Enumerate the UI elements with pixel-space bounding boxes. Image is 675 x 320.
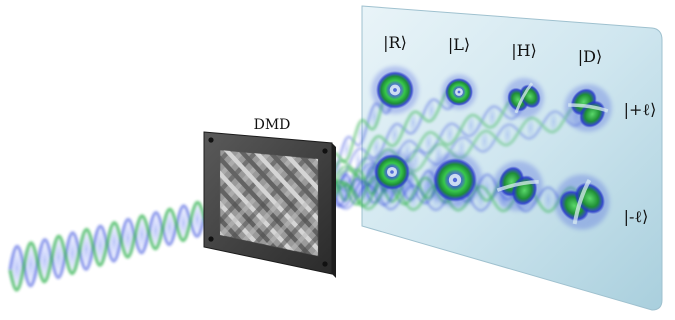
- dmd-band: [220, 150, 318, 256]
- profile-plus-d: [564, 84, 612, 132]
- profile-minus-l: [427, 152, 483, 208]
- profile-plus-r: [371, 66, 419, 114]
- beam-down-d-envelope: [407, 184, 419, 211]
- beam-up-h-envelope: [466, 115, 476, 136]
- profile-minus-h: [493, 161, 543, 211]
- beam-up-h-envelope: [487, 106, 497, 128]
- row-label-minus-l: |-ℓ⟩: [624, 207, 649, 226]
- dmd-band-cross: [284, 150, 318, 256]
- dmd-band-cross: [220, 150, 256, 256]
- column-label-h: |H⟩: [511, 41, 537, 60]
- profile-minus-d-node-line: [572, 179, 592, 225]
- dmd-frame-side: [332, 143, 336, 278]
- beam-down-d-envelope: [340, 183, 352, 210]
- dmd-band: [220, 150, 270, 256]
- profile-minus-l-center: [452, 177, 458, 183]
- dmd-screw-br: [322, 261, 328, 267]
- dmd-band-cross: [220, 150, 270, 256]
- beam-up-d-envelope: [480, 130, 489, 152]
- profile-plus-d-node-line: [568, 103, 609, 113]
- projection-screen: [361, 5, 663, 311]
- beam-up-h-envelope: [445, 123, 455, 145]
- profile-minus-r-center: [390, 170, 394, 174]
- profile-minus-r: [369, 149, 415, 195]
- dmd-band: [220, 150, 298, 256]
- dmd-grating-pattern: [220, 150, 318, 256]
- profile-minus-d: [554, 174, 610, 230]
- column-label-l: |L⟩: [448, 35, 470, 54]
- dmd-band-cross: [270, 150, 318, 256]
- beam-up-d-envelope: [549, 111, 558, 133]
- dmd-band: [220, 150, 312, 256]
- dmd-band: [242, 150, 318, 256]
- dmd-label: DMD: [254, 117, 291, 133]
- dmd-band-cross: [220, 150, 312, 256]
- dmd-band-cross: [220, 150, 318, 256]
- row-labels: |+ℓ⟩ |-ℓ⟩: [624, 100, 657, 226]
- row-label-plus-l: |+ℓ⟩: [624, 100, 657, 119]
- dmd-band-cross: [220, 150, 298, 256]
- profile-plus-l-center: [457, 90, 461, 94]
- incoming-beam: [7, 194, 234, 292]
- dmd-band: [256, 150, 318, 256]
- beam-down-d-envelope: [362, 184, 374, 210]
- dmd-band: [228, 150, 318, 256]
- dmd-band-cross: [256, 150, 318, 256]
- dmd-band-cross: [220, 150, 284, 256]
- beam-up-d-envelope: [526, 117, 535, 139]
- dmd-band-cross: [228, 150, 318, 256]
- beam-up-h-green-strand: [310, 96, 526, 198]
- column-label-d: |D⟩: [578, 47, 602, 66]
- profile-plus-h-lobe-b: [519, 84, 541, 109]
- dmd-band-cross: [242, 150, 318, 256]
- profile-minus-h-node-line: [496, 180, 539, 192]
- column-label-r: |R⟩: [383, 33, 407, 52]
- column-labels: |R⟩ |L⟩ |H⟩ |D⟩: [383, 33, 602, 66]
- incoming-helix-green-strand: [8, 194, 234, 292]
- dmd-band: [220, 150, 284, 256]
- dmd-band: [270, 150, 318, 256]
- incoming-helix: [7, 194, 234, 292]
- profile-plus-h-node-line: [514, 82, 534, 114]
- beam-down-d-envelope: [542, 186, 554, 213]
- beam-up-h-envelope: [424, 132, 434, 154]
- dmd-band: [284, 150, 318, 256]
- beam-up-d-envelope: [503, 124, 512, 146]
- dmd-screw-bl: [208, 236, 214, 242]
- beam-profiles: [369, 66, 612, 230]
- screen-panel: [361, 5, 663, 311]
- beam-up-l-green-strand: [310, 85, 461, 197]
- profile-plus-h: [504, 78, 544, 118]
- dmd-device: DMD: [203, 117, 336, 278]
- profile-plus-r-center: [393, 88, 397, 92]
- dmd-screw-tl: [208, 137, 214, 143]
- dmd-screw-tr: [322, 148, 328, 154]
- dmd-band: [220, 150, 318, 256]
- profile-plus-l: [441, 74, 477, 110]
